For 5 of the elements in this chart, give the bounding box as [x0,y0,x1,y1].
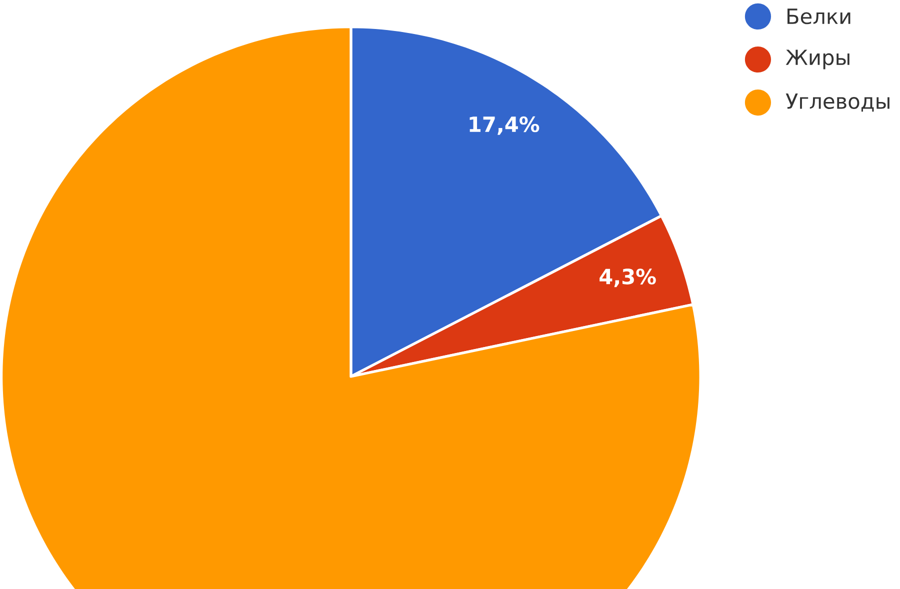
legend-label: Углеводы [786,93,890,112]
legend-label: Белки [788,8,850,24]
data-label: 4,3% [600,268,656,288]
data-label: 17,4% [470,116,540,135]
legend-label: Жиры [786,50,850,70]
